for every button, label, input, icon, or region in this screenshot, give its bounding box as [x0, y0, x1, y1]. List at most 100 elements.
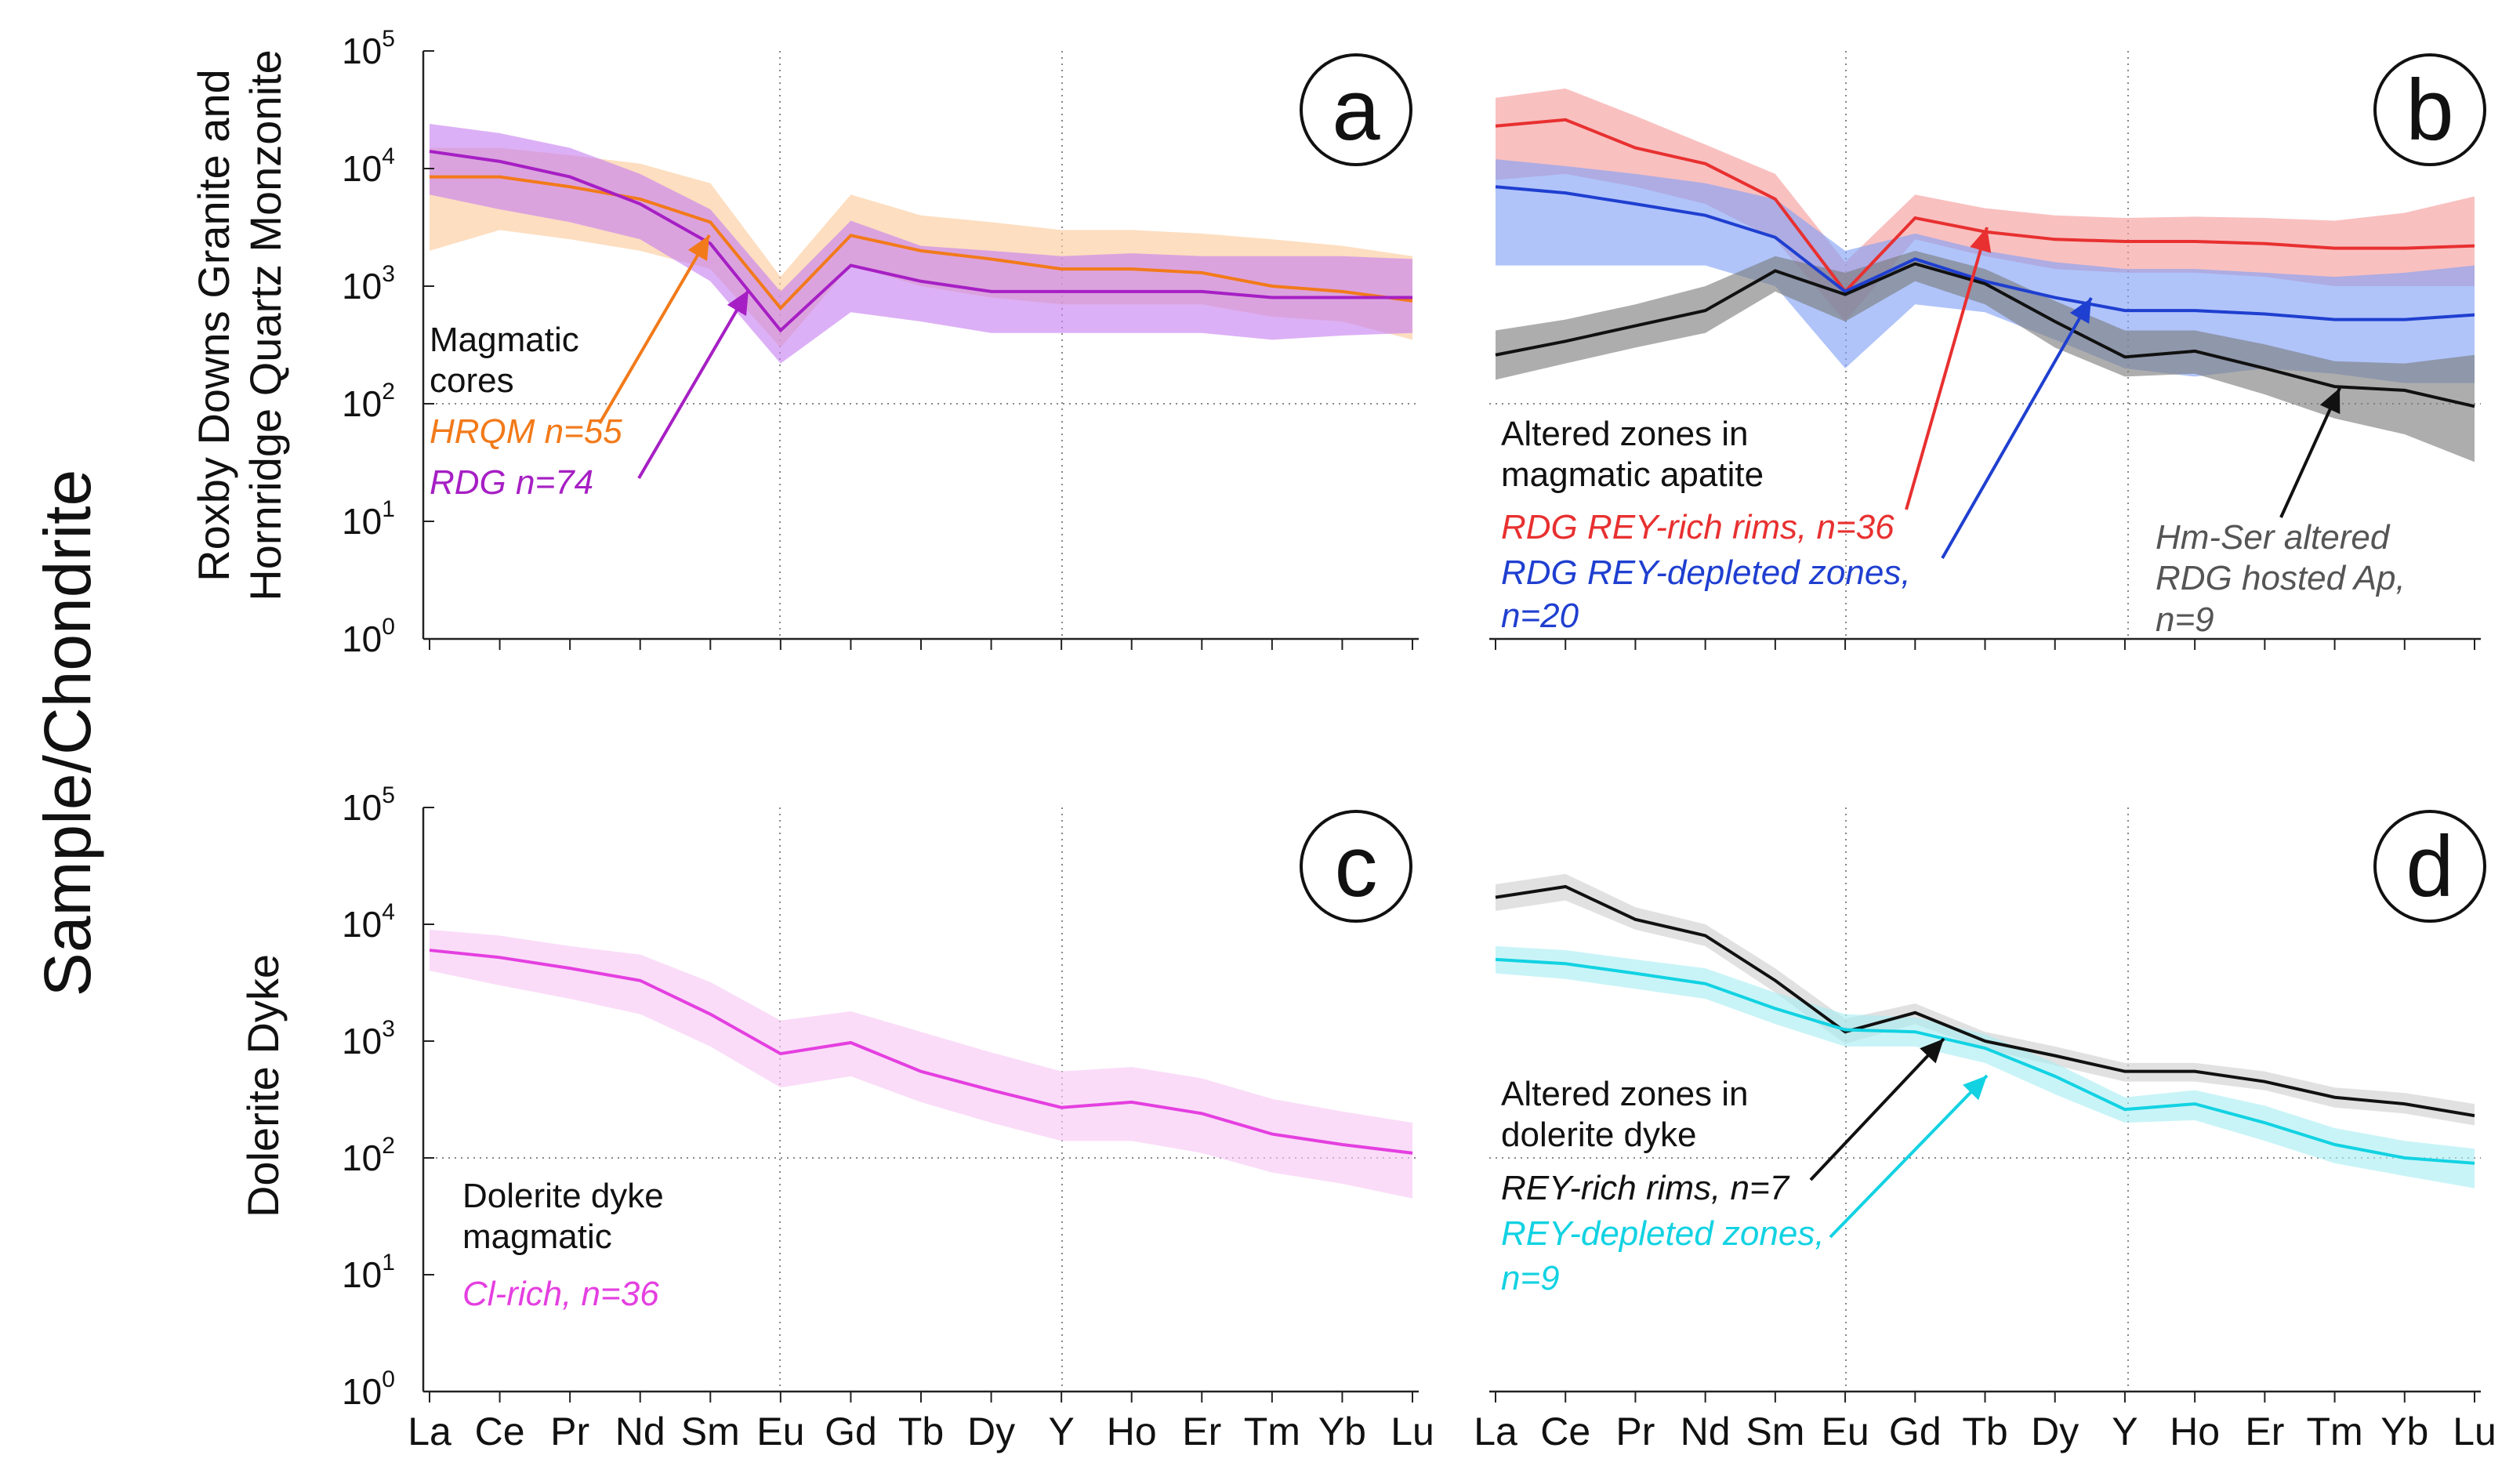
series-line-d-1 [1495, 957, 2475, 1165]
annotation-header-line: Magmatic [430, 321, 579, 359]
pointer-arrowhead [1963, 1076, 1987, 1101]
x-tick-label: Y [2112, 1410, 2137, 1453]
annotation-header: Magmatic cores [430, 321, 579, 400]
x-tick-label: Lu [2453, 1410, 2496, 1453]
y-axis-main-label: Sample/Chondrite [31, 470, 104, 996]
x-tick-label: Tm [2306, 1410, 2362, 1453]
x-tick-label: La [408, 1410, 451, 1453]
series-line-b-2 [1495, 262, 2475, 408]
series-line-b-1 [1495, 185, 2475, 321]
x-tick-label: Er [2245, 1410, 2284, 1453]
annotation-header-line: Altered zones in [1501, 1075, 1749, 1113]
series-label-line: REY-depleted zones, [1501, 1214, 1825, 1253]
series-label: Hm-Ser altered RDG hosted Ap, n=9 [2156, 518, 2406, 639]
pointer-arrow [1829, 1074, 1989, 1239]
annotation-header: Dolerite dyke magmatic [462, 1177, 664, 1256]
pointer-arrowhead [2069, 298, 2091, 324]
pointer-arrowhead [2319, 388, 2341, 415]
x-tick-label: Sm [1746, 1410, 1804, 1453]
y-tick-label: 100 [342, 614, 395, 659]
x-tick-label: Gd [1889, 1410, 1942, 1453]
annotation-header-line: cores [430, 361, 514, 400]
y-axis-top-label-line1: Roxby Downs Granite and [189, 69, 238, 582]
x-tick-label: Ho [2170, 1410, 2220, 1453]
panel-letter: c [1335, 818, 1378, 915]
y-tick-exponent: 5 [382, 782, 395, 808]
x-tick-label: Yb [1318, 1410, 1366, 1453]
y-tick-exponent: 2 [382, 1133, 395, 1159]
band-b-0 [1496, 88, 2475, 322]
annotation-header-line: dolerite dyke [1501, 1116, 1696, 1154]
x-tick-label: Ho [1107, 1410, 1157, 1453]
pointer-arrow [1941, 297, 2093, 559]
annotation-header-line: Altered zones in [1501, 415, 1749, 453]
series-line-c-0 [429, 949, 1413, 1155]
pointer-arrow [598, 234, 711, 425]
y-tick-label: 102 [342, 379, 395, 424]
x-tick-label: Dy [967, 1410, 1015, 1453]
series-label: Cl-rich, n=36 [462, 1275, 659, 1313]
x-tick-label: Eu [756, 1410, 804, 1453]
y-tick-exponent: 5 [382, 26, 395, 52]
series-label-line: n=9 [1501, 1259, 1560, 1297]
annotation-header: Altered zones in dolerite dyke [1501, 1075, 1749, 1154]
series-line-d-0 [1495, 884, 2475, 1118]
y-tick-label: 103 [342, 1016, 395, 1061]
pointer-arrowhead [1920, 1039, 1944, 1064]
y-tick-exponent: 0 [382, 614, 395, 640]
pointer-arrowhead [687, 235, 709, 261]
y-tick-exponent: 4 [382, 899, 395, 925]
x-tick-label: Eu [1821, 1410, 1869, 1453]
x-tick-label: La [1474, 1410, 1517, 1453]
panel-d: La Ce Pr Nd Sm Eu Gd Tb Dy Y Ho Er Tm Yb Lu d Altered zo… [1474, 807, 2496, 1453]
panel-badge [1300, 53, 1412, 166]
series-label: RDG REY-rich rims, n=36 [1501, 508, 1895, 546]
x-tick-label: Tb [898, 1410, 944, 1453]
y-axis-bottom-label: Dolerite Dyke [238, 954, 288, 1217]
y-tick-label: 105 [342, 782, 395, 828]
pointer-arrow [2279, 387, 2341, 518]
series-label: RDG n=74 [430, 463, 593, 502]
panel-letter: b [2406, 62, 2453, 158]
series-label-line: n=9 [2156, 601, 2214, 639]
x-tick-label: Nd [1681, 1410, 1731, 1453]
x-tick-label: Nd [615, 1410, 665, 1453]
panel-c: La Ce Pr Nd Sm Eu Gd Tb Dy Y Ho Er Tm Yb Lu10010110210… [342, 782, 1434, 1453]
x-tick-label: Tm [1244, 1410, 1300, 1453]
annotation-header: Altered zones in magmatic apatite [1501, 415, 1764, 494]
pointer-arrow [1809, 1037, 1945, 1181]
y-tick-label: 104 [342, 143, 395, 189]
x-tick-label: Lu [1391, 1410, 1434, 1453]
panel-badge [1300, 810, 1412, 923]
y-tick-exponent: 4 [382, 143, 395, 169]
y-tick-exponent: 1 [382, 1250, 395, 1275]
series-label-line: Hm-Ser altered [2156, 518, 2391, 557]
series-line-a-0 [430, 175, 1413, 311]
annotation-header-line: Dolerite dyke [462, 1177, 664, 1215]
annotation-header-line: magmatic apatite [1501, 455, 1764, 494]
y-tick-label: 102 [342, 1133, 395, 1178]
band-a-1 [430, 123, 1412, 364]
y-tick-exponent: 0 [382, 1366, 395, 1392]
panel-b: b Altered zones in magmatic apatite RDG REY… [1489, 51, 2486, 650]
x-tick-label: Pr [1615, 1410, 1655, 1453]
panel-badge [2373, 810, 2486, 923]
band-b-2 [1496, 250, 2475, 463]
panel-letter: a [1332, 62, 1380, 158]
panels: 100 1 0 1 102 103 104 105 a Magmatic cores HRQM n=5… [342, 26, 2496, 1453]
x-tick-label: Er [1182, 1410, 1221, 1453]
annotation-header-line: magmatic [462, 1217, 612, 1256]
y-tick-exponent: 2 [382, 379, 395, 405]
x-tick-label: Yb [2380, 1410, 2428, 1453]
x-tick-label: Y [1048, 1410, 1074, 1453]
x-tick-label: Ce [1540, 1410, 1590, 1453]
band-d-1 [1496, 945, 2475, 1188]
x-tick-label: Gd [825, 1410, 877, 1453]
pointer-arrowhead [727, 290, 749, 316]
series-label: RDG REY-depleted zones, n=20 [1501, 553, 1911, 635]
y-tick-label: 100 [342, 1366, 395, 1412]
y-tick-exponent: 1 [382, 496, 395, 522]
series-label: HRQM n=55 [430, 412, 622, 451]
x-tick-label: Pr [550, 1410, 589, 1453]
